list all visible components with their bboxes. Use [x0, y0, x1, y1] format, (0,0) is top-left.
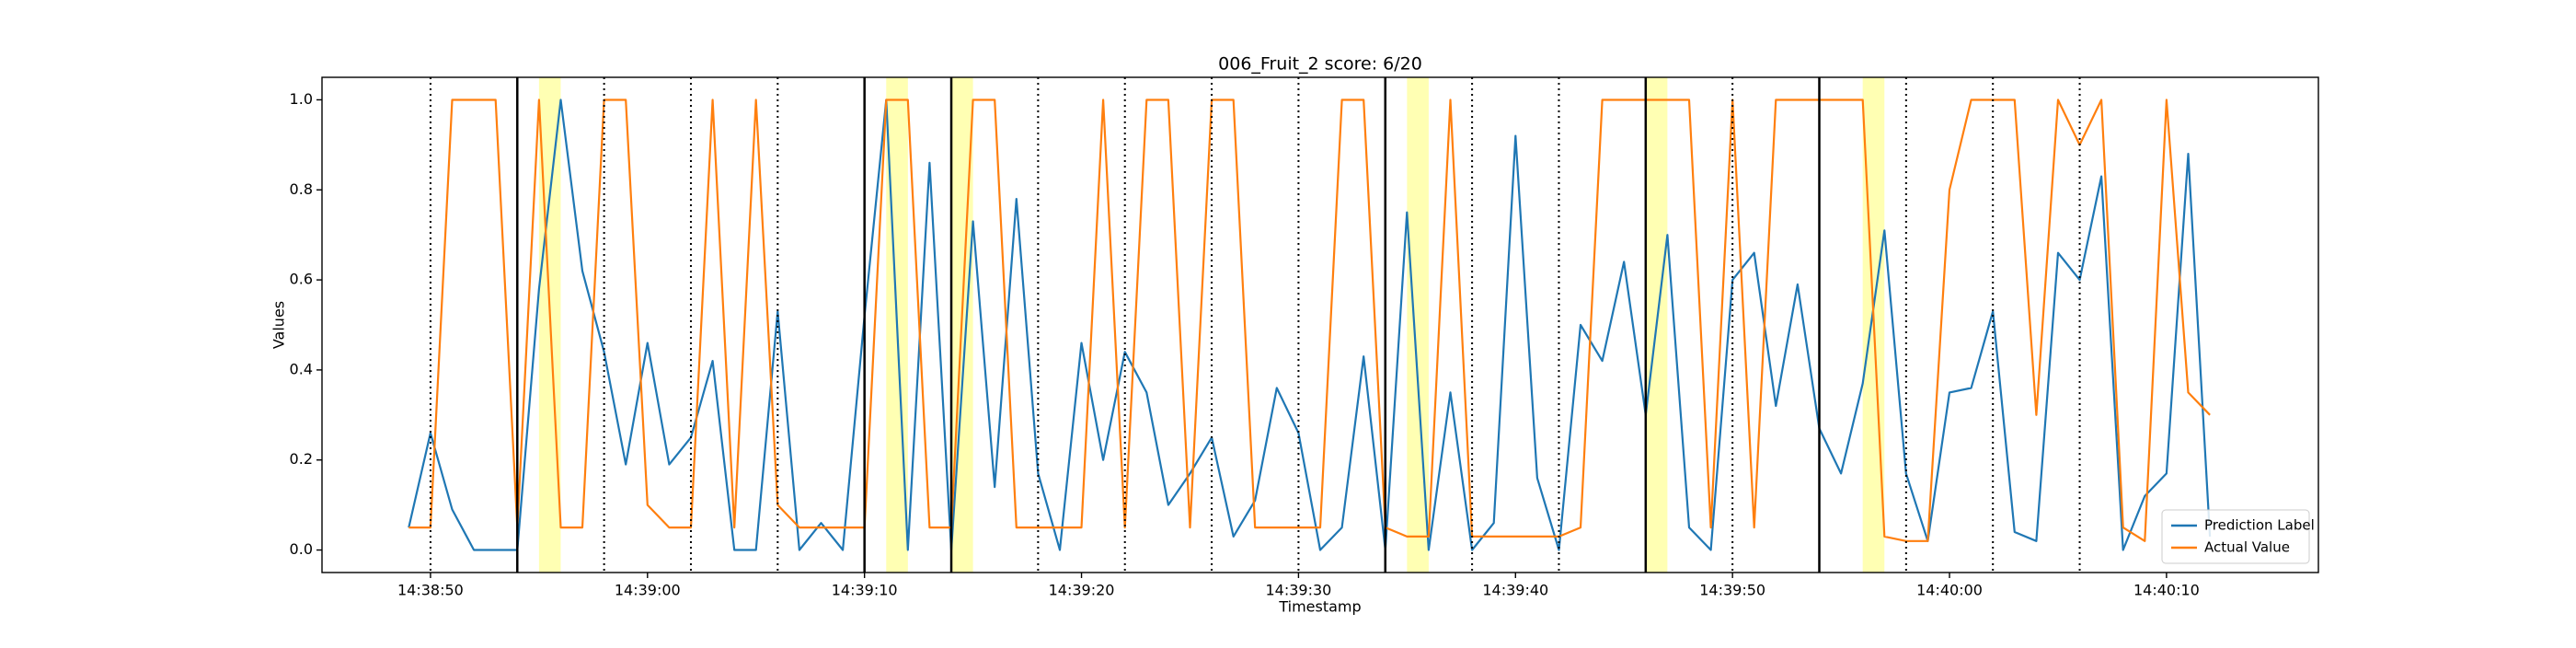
y-tick-label: 0.4: [290, 360, 313, 377]
x-tick-label: 14:40:00: [1916, 582, 1983, 599]
series-line: [408, 98, 2211, 542]
series-line: [408, 98, 2212, 551]
highlight-span: [1407, 77, 1429, 573]
y-tick-label: 1.0: [290, 90, 313, 108]
x-tick-label: 14:38:50: [397, 582, 464, 599]
plot-frame: [321, 76, 2319, 573]
y-tick-label: 0.8: [290, 180, 313, 198]
legend-label: Actual Value: [2204, 539, 2290, 556]
y-tick-label: 0.2: [290, 450, 313, 468]
x-tick-label: 14:39:30: [1265, 582, 1331, 599]
x-tick-label: 14:39:40: [1482, 582, 1548, 599]
x-tick-label: 14:39:00: [615, 582, 681, 599]
y-tick-label: 0.6: [290, 271, 313, 288]
x-tick-label: 14:39:10: [832, 582, 898, 599]
y-tick-label: 0.0: [290, 540, 313, 558]
legend-label: Prediction Label: [2204, 517, 2315, 534]
x-axis-label: Timestamp: [1278, 598, 1361, 616]
legend-box: [2161, 509, 2310, 564]
x-tick-label: 14:39:50: [1699, 582, 1765, 599]
chart-title: 006_Fruit_2 score: 6/20: [1218, 54, 1422, 75]
x-tick-label: 14:40:10: [2133, 582, 2200, 599]
x-tick-label: 14:39:20: [1049, 582, 1115, 599]
y-axis-label: Values: [270, 301, 288, 349]
